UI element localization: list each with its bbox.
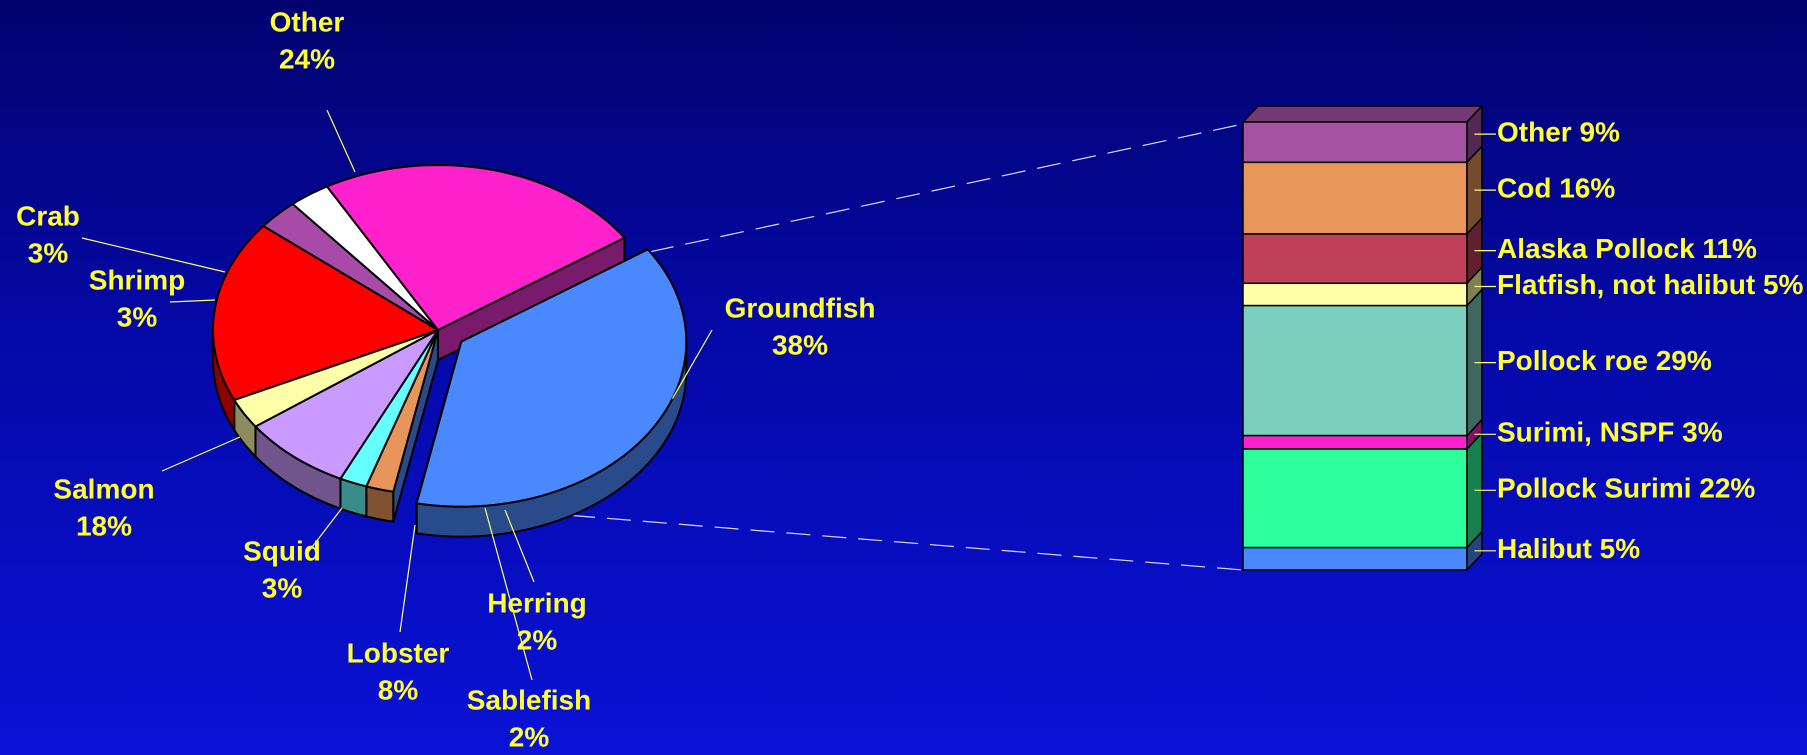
slice-value-squid: 3%: [262, 572, 303, 603]
leader-line-lobster: [399, 524, 416, 633]
bar-label-other-9: Other 9%: [1497, 117, 1620, 148]
slice-shrimp: [262, 203, 439, 331]
bar-label-pollock-roe-29: Pollock roe 29%: [1497, 345, 1712, 376]
slice-salmon: [212, 225, 439, 401]
slice-label-herring: Herring: [487, 587, 587, 618]
leader-line-salmon: [161, 436, 241, 472]
leader-line-squid: [305, 507, 343, 556]
slice-label-other: Other: [270, 6, 345, 37]
slice-label-lobster: Lobster: [347, 637, 450, 668]
bar-label-flatfish-not-halibut-5: Flatfish, not halibut 5%: [1497, 269, 1804, 300]
connector-line-bottom: [463, 506, 1244, 571]
bar-label-cod-16: Cod 16%: [1497, 173, 1615, 204]
slice-label-shrimp: Shrimp: [89, 264, 185, 295]
slice-value-herring: 2%: [517, 624, 558, 655]
leader-line-other: [326, 109, 356, 173]
slice-value-crab: 3%: [28, 237, 69, 268]
slice-label-squid: Squid: [243, 535, 321, 566]
leader-line-herring: [504, 509, 535, 583]
stacked-bar-chart: [1242, 105, 1483, 571]
bar-segment-flatfish-not-halibut-5: [1242, 282, 1468, 307]
bar-label-alaska-pollock-11: Alaska Pollock 11%: [1497, 233, 1757, 264]
leader-line-groundfish: [671, 329, 713, 399]
slice-value-sablefish: 2%: [509, 721, 550, 752]
connector-lines: [463, 123, 1244, 571]
slice-value-shrimp: 3%: [117, 301, 158, 332]
bar-segment-alaska-pollock-11: [1242, 233, 1468, 285]
bar-top-cap: [1242, 105, 1483, 123]
labels: Groundfish 38% Herring 2% Sablefish 2% Lobster…: [16, 6, 1803, 752]
slice-squid: [233, 329, 439, 428]
bar-segment-halibut-5: [1242, 546, 1468, 571]
connector-line-top: [649, 123, 1244, 253]
slice-value-salmon: 18%: [76, 510, 132, 541]
bar-segment-other-9: [1242, 121, 1468, 164]
slice-lobster: [254, 329, 439, 480]
bar-segment-surimi-nspf-3: [1242, 434, 1468, 450]
bar-segment-pollock-surimi-22: [1242, 448, 1468, 549]
bar-label-halibut-5: Halibut 5%: [1497, 533, 1640, 564]
slice-value-lobster: 8%: [378, 674, 419, 705]
slice-crab: [291, 185, 439, 331]
bar-segment-pollock-roe-29: [1242, 304, 1468, 437]
leader-line-crab: [81, 237, 226, 273]
slice-groundfish: [415, 248, 688, 508]
slice-value-other: 24%: [279, 43, 335, 74]
pie-chart: [212, 164, 688, 538]
leader-line-shrimp: [169, 299, 216, 303]
slice-label-groundfish: Groundfish: [725, 292, 876, 323]
slice-label-salmon: Salmon: [53, 473, 154, 504]
slice-label-sablefish: Sablefish: [467, 684, 591, 715]
slice-other: [326, 164, 626, 331]
bar-label-surimi-nspf-3: Surimi, NSPF 3%: [1497, 417, 1723, 448]
leader-line-sablefish: [484, 507, 533, 681]
bar-segment-cod-16: [1242, 161, 1468, 235]
slice-value-groundfish: 38%: [772, 329, 828, 360]
slice-label-crab: Crab: [16, 200, 80, 231]
bar-label-pollock-surimi-22: Pollock Surimi 22%: [1497, 473, 1755, 504]
